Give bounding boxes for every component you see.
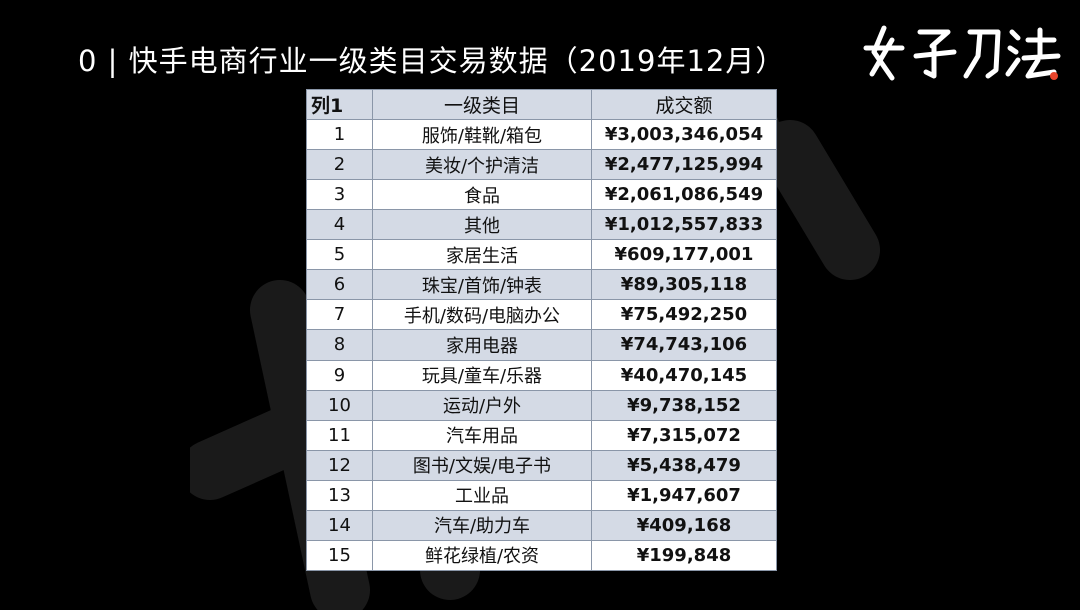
cell-amount: ¥1,947,607 [591,479,777,511]
cell-amount: ¥7,315,072 [591,419,777,451]
cell-index: 5 [306,239,373,271]
cell-category: 鲜花绿植/农资 [372,539,592,572]
brand-logo [863,25,1061,81]
cell-index: 15 [306,539,373,572]
column-header-amount: 成交额 [591,89,777,120]
table-row: 2 美妆/个护清洁 ¥2,477,125,994 [306,149,777,181]
cell-category: 运动/户外 [372,389,592,421]
table-row: 3 食品 ¥2,061,086,549 [306,179,777,211]
cell-category: 服饰/鞋靴/箱包 [372,118,592,151]
cell-index: 7 [306,299,373,331]
cell-index: 13 [306,479,373,511]
cell-index: 12 [306,449,373,481]
cell-category: 美妆/个护清洁 [372,149,592,181]
cell-amount: ¥3,003,346,054 [591,118,777,151]
table-row: 5 家居生活 ¥609,177,001 [306,239,777,271]
table-row: 7 手机/数码/电脑办公 ¥75,492,250 [306,299,777,331]
cell-category: 工业品 [372,479,592,511]
cell-index: 6 [306,269,373,301]
cell-category: 家用电器 [372,329,592,361]
cell-amount: ¥5,438,479 [591,449,777,481]
transaction-table-image: 列1 一级类目 成交额 1 服饰/鞋靴/箱包 ¥3,003,346,054 2 美妆/个… [306,89,777,572]
table-row: 14 汽车/助力车 ¥409,168 [306,509,777,541]
cell-amount: ¥2,061,086,549 [591,179,777,211]
cell-category: 家居生活 [372,239,592,271]
cell-category: 汽车/助力车 [372,509,592,541]
table-row: 12 图书/文娱/电子书 ¥5,438,479 [306,449,777,481]
cell-index: 11 [306,419,373,451]
cell-index: 1 [306,118,373,151]
cell-index: 3 [306,179,373,211]
table-header-row: 列1 一级类目 成交额 [306,89,777,120]
table-row: 10 运动/户外 ¥9,738,152 [306,389,777,421]
cell-index: 14 [306,509,373,541]
table-row: 13 工业品 ¥1,947,607 [306,479,777,511]
cell-amount: ¥199,848 [591,539,777,572]
cell-category: 玩具/童车/乐器 [372,359,592,391]
column-header-index: 列1 [306,89,373,120]
table-row: 4 其他 ¥1,012,557,833 [306,209,777,241]
cell-category: 手机/数码/电脑办公 [372,299,592,331]
cell-index: 10 [306,389,373,421]
table-row: 15 鲜花绿植/农资 ¥199,848 [306,539,777,572]
page-title: 0 | 快手电商行业一级类目交易数据（2019年12月） [78,44,786,78]
table-row: 11 汽车用品 ¥7,315,072 [306,419,777,451]
cell-index: 9 [306,359,373,391]
cell-index: 8 [306,329,373,361]
cell-amount: ¥74,743,106 [591,329,777,361]
cell-amount: ¥1,012,557,833 [591,209,777,241]
cell-amount: ¥40,470,145 [591,359,777,391]
cell-index: 2 [306,149,373,181]
cell-category: 图书/文娱/电子书 [372,449,592,481]
cell-index: 4 [306,209,373,241]
cell-amount: ¥89,305,118 [591,269,777,301]
table-row: 1 服饰/鞋靴/箱包 ¥3,003,346,054 [306,118,777,151]
transaction-table: 列1 一级类目 成交额 1 服饰/鞋靴/箱包 ¥3,003,346,054 2 美妆/个… [306,89,777,572]
cell-category: 食品 [372,179,592,211]
cell-category: 汽车用品 [372,419,592,451]
column-header-category: 一级类目 [372,89,592,120]
cell-amount: ¥409,168 [591,509,777,541]
cell-amount: ¥75,492,250 [591,299,777,331]
table-row: 9 玩具/童车/乐器 ¥40,470,145 [306,359,777,391]
table-row: 8 家用电器 ¥74,743,106 [306,329,777,361]
cell-category: 珠宝/首饰/钟表 [372,269,592,301]
cell-category: 其他 [372,209,592,241]
table-row: 6 珠宝/首饰/钟表 ¥89,305,118 [306,269,777,301]
cell-amount: ¥2,477,125,994 [591,149,777,181]
cell-amount: ¥609,177,001 [591,239,777,271]
cell-amount: ¥9,738,152 [591,389,777,421]
